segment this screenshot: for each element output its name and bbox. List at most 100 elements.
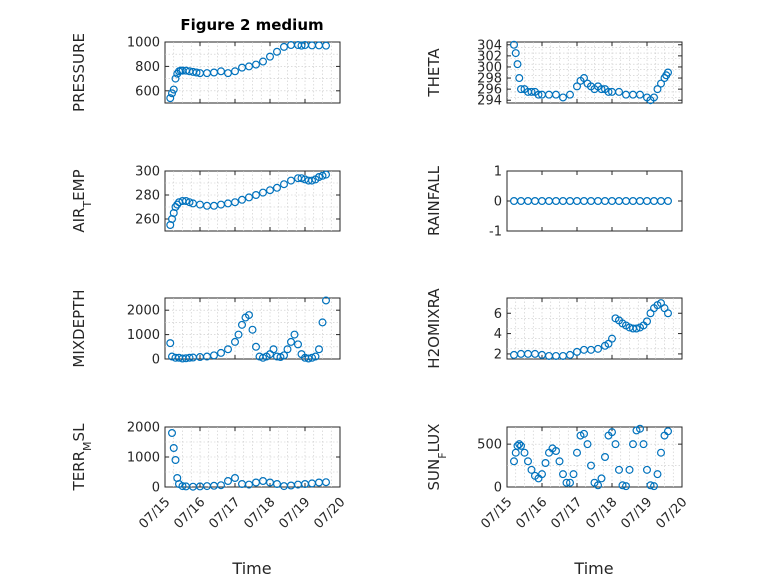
data-point xyxy=(510,457,519,466)
y-axis-label-pressure: PRESSURE xyxy=(70,33,88,112)
data-point xyxy=(192,68,201,77)
data-point xyxy=(607,334,616,343)
data-point xyxy=(551,90,560,99)
y-tick-label: 302 xyxy=(477,49,502,64)
data-point xyxy=(558,470,567,479)
data-point xyxy=(308,353,317,362)
data-point xyxy=(252,342,261,351)
y-tick-label: 298 xyxy=(477,72,502,87)
data-point xyxy=(565,478,574,487)
data-point xyxy=(579,429,588,438)
data-point xyxy=(565,90,574,99)
data-point xyxy=(308,176,317,185)
data-point xyxy=(653,85,662,94)
data-point xyxy=(245,311,254,320)
y-tick-label: 0 xyxy=(494,481,502,496)
data-point xyxy=(646,481,655,490)
data-point xyxy=(168,89,177,98)
data-point xyxy=(586,461,595,470)
y-tick-label: 1000 xyxy=(127,328,160,343)
data-point xyxy=(273,183,282,192)
data-point xyxy=(516,85,525,94)
y-axis-label-terr_msl: TERRMSL xyxy=(70,423,94,492)
y-tick-label: 1 xyxy=(494,165,502,180)
data-point xyxy=(266,186,275,195)
data-point xyxy=(593,481,602,490)
data-point xyxy=(625,465,634,474)
subplot-rainfall: -1 0 1 RAINFALL xyxy=(425,165,683,240)
data-point xyxy=(614,465,623,474)
y-tick-label: 1000 xyxy=(127,36,160,51)
x-tick-label: 07/19 xyxy=(618,495,655,532)
data-point xyxy=(231,337,240,346)
data-point xyxy=(266,52,275,61)
data-point xyxy=(649,482,658,491)
data-point xyxy=(185,353,194,362)
data-point xyxy=(245,62,254,71)
y-tick-label: 500 xyxy=(477,438,502,453)
data-point xyxy=(290,330,299,339)
data-point xyxy=(604,87,613,96)
data-point xyxy=(315,345,324,354)
data-point xyxy=(642,465,651,474)
axes-sun_flux xyxy=(506,426,683,488)
y-tick-label: 800 xyxy=(135,60,160,75)
data-point xyxy=(642,317,651,326)
data-point xyxy=(234,330,243,339)
y-axis-label-sun_flux: SUNFLUX xyxy=(425,424,449,491)
data-point xyxy=(287,337,296,346)
data-point xyxy=(322,170,331,179)
data-point xyxy=(231,67,240,76)
data-point xyxy=(210,351,219,360)
x-tick-label: 07/18 xyxy=(583,495,620,532)
x-axis-label-left: Time xyxy=(231,559,271,578)
data-point xyxy=(635,424,644,433)
data-point xyxy=(280,42,289,51)
y-tick-label: 2000 xyxy=(127,304,160,319)
y-tick-label: -1 xyxy=(489,225,502,240)
data-point xyxy=(273,47,282,56)
data-point xyxy=(527,87,536,96)
data-point xyxy=(611,440,620,449)
data-point xyxy=(304,354,313,363)
data-point xyxy=(618,481,627,490)
data-point xyxy=(238,195,247,204)
data-point xyxy=(639,440,648,449)
data-point xyxy=(628,440,637,449)
data-point xyxy=(621,482,630,491)
subplot-h2omixra: 2 4 6 H2OMIXRA xyxy=(425,288,683,369)
data-point xyxy=(231,474,240,483)
data-point xyxy=(558,93,567,102)
axes-pressure xyxy=(164,41,341,104)
data-point xyxy=(565,350,574,359)
y-tick-label: 6 xyxy=(494,307,502,322)
data-point xyxy=(513,441,522,450)
data-point xyxy=(224,477,233,486)
y-axis-label-theta: THETA xyxy=(425,48,443,98)
data-point xyxy=(572,347,581,356)
data-point xyxy=(572,448,581,457)
x-tick-label: 07/15 xyxy=(478,495,515,532)
data-point xyxy=(511,49,520,58)
data-point xyxy=(318,171,327,180)
x-tick-label: 07/20 xyxy=(653,495,690,532)
figure-title: Figure 2 medium xyxy=(180,16,323,34)
data-point xyxy=(635,90,644,99)
data-point xyxy=(238,320,247,329)
data-point xyxy=(217,348,226,357)
data-point xyxy=(318,318,327,327)
data-point xyxy=(315,173,324,182)
data-point xyxy=(663,197,672,206)
data-point xyxy=(259,353,268,362)
data-point xyxy=(182,197,191,206)
x-tick-label: 07/15 xyxy=(136,495,173,532)
data-point xyxy=(283,345,292,354)
data-point xyxy=(593,344,602,353)
data-point xyxy=(583,440,592,449)
x-axis-label-right: Time xyxy=(573,559,613,578)
y-tick-label: 280 xyxy=(135,189,160,204)
